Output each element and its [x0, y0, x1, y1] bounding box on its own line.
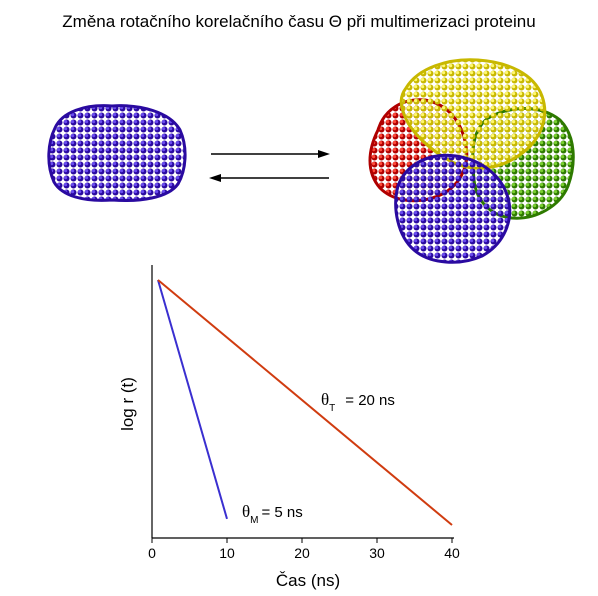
- decay-chart: 0 10 20 30 40 Čas (ns) log r (t) θT = 20 ns θ…: [118, 265, 460, 590]
- equilibrium-arrows: [209, 150, 330, 182]
- annotation-tetramer-subscript: T: [329, 403, 335, 414]
- arrow-left-icon: [209, 174, 329, 182]
- series-line-monomer: [157, 279, 228, 520]
- x-tick-label: 30: [369, 545, 385, 561]
- annotation-tetramer-symbol: θ: [321, 390, 329, 409]
- protein-monomer-icon: [47, 104, 187, 202]
- tetramer-subunit-blue: [394, 153, 512, 264]
- x-axis-title: Čas (ns): [276, 571, 340, 590]
- tetramer-subunit-yellow: [399, 58, 547, 170]
- x-tick-label: 20: [294, 545, 310, 561]
- protein-tetramer-icon: [368, 58, 575, 264]
- x-tick-label: 0: [148, 545, 156, 561]
- x-tick-label: 10: [219, 545, 235, 561]
- annotation-monomer-subscript: M: [250, 515, 258, 526]
- figure-title: Změna rotačního korelačního času Θ při m…: [62, 12, 536, 31]
- annotation-monomer: θM = 5 ns: [242, 502, 303, 526]
- annotation-monomer-symbol: θ: [242, 502, 250, 521]
- arrow-right-icon: [211, 150, 330, 158]
- annotation-tetramer-value: = 20 ns: [345, 392, 395, 409]
- x-tick-label: 40: [444, 545, 460, 561]
- y-axis-title: log r (t): [118, 377, 137, 431]
- annotation-monomer-value: = 5 ns: [262, 504, 303, 521]
- series-line-tetramer: [157, 279, 453, 526]
- annotation-tetramer: θT = 20 ns: [321, 390, 395, 414]
